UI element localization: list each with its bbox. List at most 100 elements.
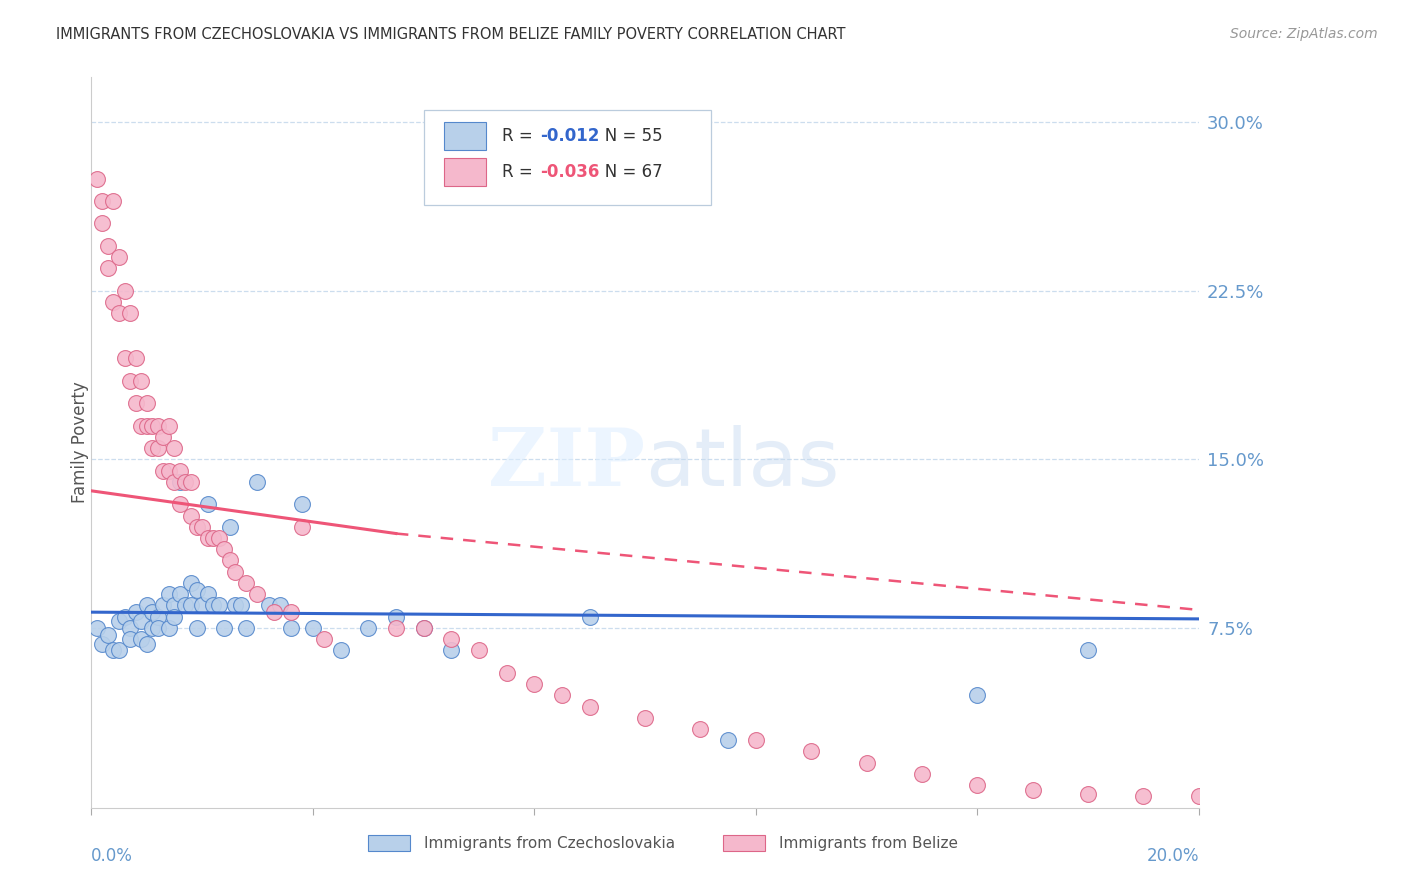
Point	[103, 643, 125, 657]
Point	[246, 475, 269, 489]
Point	[191, 520, 214, 534]
Point	[180, 576, 202, 591]
Point	[301, 621, 323, 635]
Text: N = 55: N = 55	[589, 127, 662, 145]
Point	[124, 351, 146, 366]
Point	[468, 643, 491, 657]
Point	[108, 643, 131, 657]
Point	[440, 632, 463, 646]
Point	[180, 599, 202, 613]
Point	[108, 614, 131, 628]
Point	[129, 632, 152, 646]
Point	[1077, 787, 1099, 801]
Text: -0.036: -0.036	[540, 163, 599, 181]
Point	[163, 441, 186, 455]
Point	[186, 582, 208, 597]
Point	[280, 621, 302, 635]
Point	[218, 520, 240, 534]
Point	[280, 605, 302, 619]
Point	[263, 605, 285, 619]
Point	[191, 599, 214, 613]
Point	[135, 418, 157, 433]
Point	[578, 609, 600, 624]
Point	[135, 396, 157, 410]
Point	[129, 614, 152, 628]
Point	[197, 531, 219, 545]
Point	[97, 627, 120, 641]
Point	[114, 609, 136, 624]
Text: 0.0%: 0.0%	[91, 847, 134, 864]
Text: 20.0%: 20.0%	[1146, 847, 1199, 864]
Point	[174, 475, 197, 489]
Point	[91, 194, 114, 208]
Point	[1188, 789, 1211, 804]
Point	[152, 599, 174, 613]
Point	[169, 587, 191, 601]
Point	[235, 621, 257, 635]
Point	[157, 587, 180, 601]
Point	[169, 464, 191, 478]
Point	[146, 441, 169, 455]
Point	[91, 217, 114, 231]
Point	[129, 418, 152, 433]
Point	[202, 531, 225, 545]
Point	[269, 599, 291, 613]
Point	[141, 605, 163, 619]
Point	[412, 621, 434, 635]
Point	[212, 621, 235, 635]
Point	[108, 250, 131, 264]
Point	[551, 688, 574, 702]
Text: -0.012: -0.012	[540, 127, 599, 145]
Point	[229, 599, 252, 613]
Point	[120, 632, 142, 646]
Point	[129, 374, 152, 388]
Point	[291, 497, 314, 511]
Point	[103, 295, 125, 310]
Point	[114, 284, 136, 298]
Point	[717, 733, 740, 747]
Point	[152, 464, 174, 478]
Point	[141, 418, 163, 433]
Point	[163, 475, 186, 489]
Point	[146, 621, 169, 635]
Point	[120, 374, 142, 388]
Text: Source: ZipAtlas.com: Source: ZipAtlas.com	[1230, 27, 1378, 41]
Point	[97, 261, 120, 276]
Point	[180, 475, 202, 489]
Point	[208, 531, 231, 545]
Text: ZIP: ZIP	[488, 425, 645, 503]
Point	[208, 599, 231, 613]
Point	[312, 632, 335, 646]
Bar	[443, 122, 485, 150]
Point	[1132, 789, 1154, 804]
Point	[1021, 782, 1043, 797]
Point	[197, 497, 219, 511]
FancyBboxPatch shape	[423, 111, 711, 205]
Point	[212, 542, 235, 557]
Point	[329, 643, 352, 657]
Point	[246, 587, 269, 601]
Point	[152, 430, 174, 444]
Point	[135, 599, 157, 613]
Point	[412, 621, 434, 635]
Point	[800, 744, 823, 758]
Text: IMMIGRANTS FROM CZECHOSLOVAKIA VS IMMIGRANTS FROM BELIZE FAMILY POVERTY CORRELAT: IMMIGRANTS FROM CZECHOSLOVAKIA VS IMMIGR…	[56, 27, 846, 42]
Point	[114, 351, 136, 366]
Point	[146, 418, 169, 433]
Point	[855, 756, 877, 770]
Y-axis label: Family Poverty: Family Poverty	[72, 382, 89, 503]
Bar	[443, 159, 485, 186]
Point	[1077, 643, 1099, 657]
Text: N = 67: N = 67	[589, 163, 662, 181]
Text: Immigrants from Belize: Immigrants from Belize	[779, 836, 957, 851]
Point	[124, 605, 146, 619]
Point	[235, 576, 257, 591]
Point	[120, 621, 142, 635]
Point	[135, 637, 157, 651]
Point	[174, 599, 197, 613]
Point	[523, 677, 546, 691]
Point	[385, 609, 408, 624]
Point	[202, 599, 225, 613]
Point	[169, 475, 191, 489]
Point	[86, 621, 108, 635]
